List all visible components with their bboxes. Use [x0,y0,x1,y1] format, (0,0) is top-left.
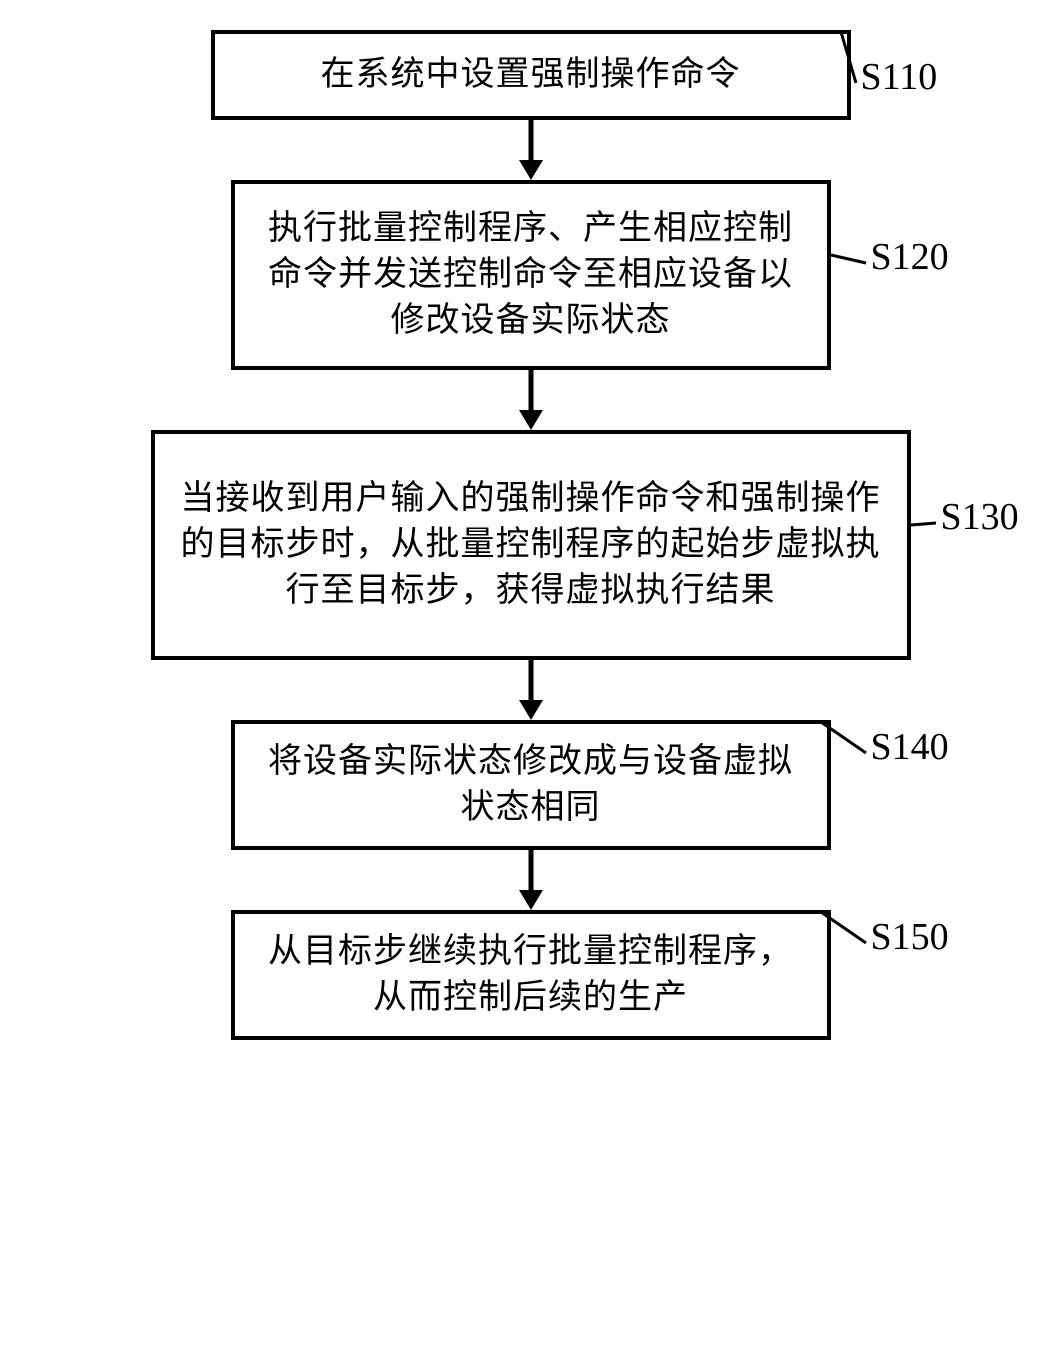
flow-step-label: S150 [871,915,949,959]
flow-step: 将设备实际状态修改成与设备虚拟状态相同 S140 [231,720,831,850]
flow-step: 执行批量控制程序、产生相应控制命令并发送控制命令至相应设备以修改设备实际状态 S… [231,180,831,370]
flow-step-label: S130 [941,495,1019,539]
flow-step-label: S120 [871,235,949,279]
flow-step-label: S140 [871,725,949,769]
flow-step: 在系统中设置强制操作命令 S110 [211,30,851,120]
flow-step-label: S110 [861,55,938,99]
flow-arrow [31,850,1031,910]
flow-arrow [31,120,1031,180]
flowchart-container: 在系统中设置强制操作命令 S110 执行批量控制程序、产生相应控制命令并发送控制… [31,30,1031,1040]
flow-step: 从目标步继续执行批量控制程序，从而控制后续的生产 S150 [231,910,831,1040]
flow-step: 当接收到用户输入的强制操作命令和强制操作的目标步时，从批量控制程序的起始步虚拟执… [151,430,911,660]
flow-arrow [31,660,1031,720]
flow-arrow [31,370,1031,430]
